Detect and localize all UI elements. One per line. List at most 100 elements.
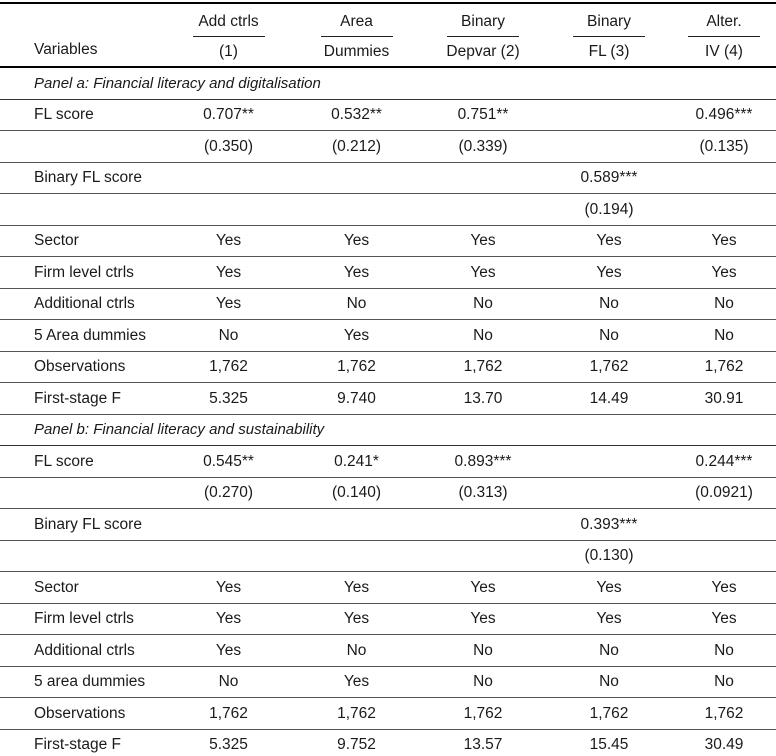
column-header: Alter. IV (4) xyxy=(672,3,776,68)
column-header-line1: Add ctrls xyxy=(198,13,259,31)
cell-value: Yes xyxy=(164,288,293,320)
cell-value: (0.313) xyxy=(420,477,546,509)
cell-value: No xyxy=(420,319,546,352)
row-label xyxy=(0,193,164,226)
cell-value: (0.339) xyxy=(420,130,546,163)
cell-value: Yes xyxy=(420,571,546,604)
row-label xyxy=(0,477,164,509)
column-header-line2: Depvar (2) xyxy=(446,42,520,60)
row-label: Firm level ctrls xyxy=(0,256,164,289)
cell-value: No xyxy=(420,288,546,320)
cell-value: 1,762 xyxy=(420,351,546,383)
cell-value xyxy=(420,162,546,194)
row-label: FL score xyxy=(0,99,164,131)
cell-value: (0.130) xyxy=(546,540,672,572)
column-header-rule xyxy=(688,35,760,37)
cell-value: Yes xyxy=(420,603,546,635)
column-header: Binary FL (3) xyxy=(546,3,672,68)
cell-value xyxy=(546,99,672,131)
table-row: (0.130) xyxy=(0,540,776,572)
row-label: Additional ctrls xyxy=(0,634,164,667)
table-row: (0.270) (0.140) (0.313) (0.0921) xyxy=(0,477,776,509)
cell-value xyxy=(164,540,293,572)
cell-value xyxy=(420,540,546,572)
cell-value: Yes xyxy=(164,225,293,257)
panel-title: Panel a: Financial literacy and digitali… xyxy=(0,67,776,100)
column-header-rule xyxy=(320,35,393,37)
row-label xyxy=(0,130,164,163)
row-label: Binary FL score xyxy=(0,508,164,541)
table-row: First-stage F 5.325 9.752 13.57 15.45 30.49 xyxy=(0,729,776,756)
cell-value: No xyxy=(672,634,776,667)
cell-value: 0.707** xyxy=(164,99,293,131)
cell-value: No xyxy=(672,666,776,698)
table-row: Additional ctrls Yes No No No No xyxy=(0,288,776,320)
column-header-rule xyxy=(573,35,645,37)
cell-value: No xyxy=(164,319,293,352)
cell-value: Yes xyxy=(293,666,420,698)
row-label: Observations xyxy=(0,697,164,730)
cell-value: No xyxy=(546,319,672,352)
column-header-line1: Alter. xyxy=(706,13,742,31)
cell-value: Yes xyxy=(546,571,672,604)
row-label: Sector xyxy=(0,571,164,604)
cell-value xyxy=(293,540,420,572)
cell-value: No xyxy=(672,319,776,352)
row-label: Binary FL score xyxy=(0,162,164,194)
cell-value: 1,762 xyxy=(293,697,420,730)
row-label: Observations xyxy=(0,351,164,383)
cell-value: No xyxy=(420,634,546,667)
column-header-line2: IV (4) xyxy=(705,42,743,60)
column-header-rule xyxy=(192,35,265,37)
cell-value: 0.496*** xyxy=(672,99,776,131)
cell-value: Yes xyxy=(293,256,420,289)
cell-value: 15.45 xyxy=(546,729,672,756)
cell-value: Yes xyxy=(546,256,672,289)
table-row: Observations 1,762 1,762 1,762 1,762 1,762 xyxy=(0,697,776,730)
column-header-stack: Add ctrls (1) xyxy=(164,12,293,66)
table-row: 5 area dummies No Yes No No No xyxy=(0,666,776,698)
cell-value xyxy=(293,508,420,541)
cell-value: Yes xyxy=(164,256,293,289)
table-row: Firm level ctrls Yes Yes Yes Yes Yes xyxy=(0,603,776,635)
row-label: Firm level ctrls xyxy=(0,603,164,635)
column-header-line2: (1) xyxy=(219,42,238,60)
cell-value: 1,762 xyxy=(672,697,776,730)
cell-value: 1,762 xyxy=(293,351,420,383)
column-header-line2: Dummies xyxy=(323,42,390,60)
cell-value: 9.740 xyxy=(293,382,420,415)
cell-value: 13.57 xyxy=(420,729,546,756)
row-label xyxy=(0,540,164,572)
cell-value: No xyxy=(546,634,672,667)
row-label: First-stage F xyxy=(0,382,164,415)
cell-value: 0.241* xyxy=(293,445,420,478)
cell-value: Yes xyxy=(420,256,546,289)
cell-value: (0.212) xyxy=(293,130,420,163)
table-row: Sector Yes Yes Yes Yes Yes xyxy=(0,571,776,604)
cell-value: 0.589*** xyxy=(546,162,672,194)
cell-value: (0.194) xyxy=(546,193,672,226)
cell-value: 0.545** xyxy=(164,445,293,478)
cell-value xyxy=(546,130,672,163)
table-row: 5 Area dummies No Yes No No No xyxy=(0,319,776,352)
cell-value: 30.91 xyxy=(672,382,776,415)
cell-value xyxy=(546,445,672,478)
cell-value: 0.393*** xyxy=(546,508,672,541)
cell-value: Yes xyxy=(164,634,293,667)
cell-value: 1,762 xyxy=(164,351,293,383)
column-header-rule xyxy=(447,35,519,37)
column-header-line1: Area xyxy=(340,13,373,31)
column-header: Binary Depvar (2) xyxy=(420,3,546,68)
table-row: First-stage F 5.325 9.740 13.70 14.49 30.91 xyxy=(0,382,776,415)
column-header: Add ctrls (1) xyxy=(164,3,293,68)
row-label: First-stage F xyxy=(0,729,164,756)
cell-value: 0.244*** xyxy=(672,445,776,478)
table-row: Binary FL score 0.589*** xyxy=(0,162,776,194)
cell-value: 9.752 xyxy=(293,729,420,756)
column-header-line2: FL (3) xyxy=(588,42,630,60)
table-row: (0.350) (0.212) (0.339) (0.135) xyxy=(0,130,776,163)
cell-value: 1,762 xyxy=(546,697,672,730)
cell-value xyxy=(672,508,776,541)
row-label: Sector xyxy=(0,225,164,257)
